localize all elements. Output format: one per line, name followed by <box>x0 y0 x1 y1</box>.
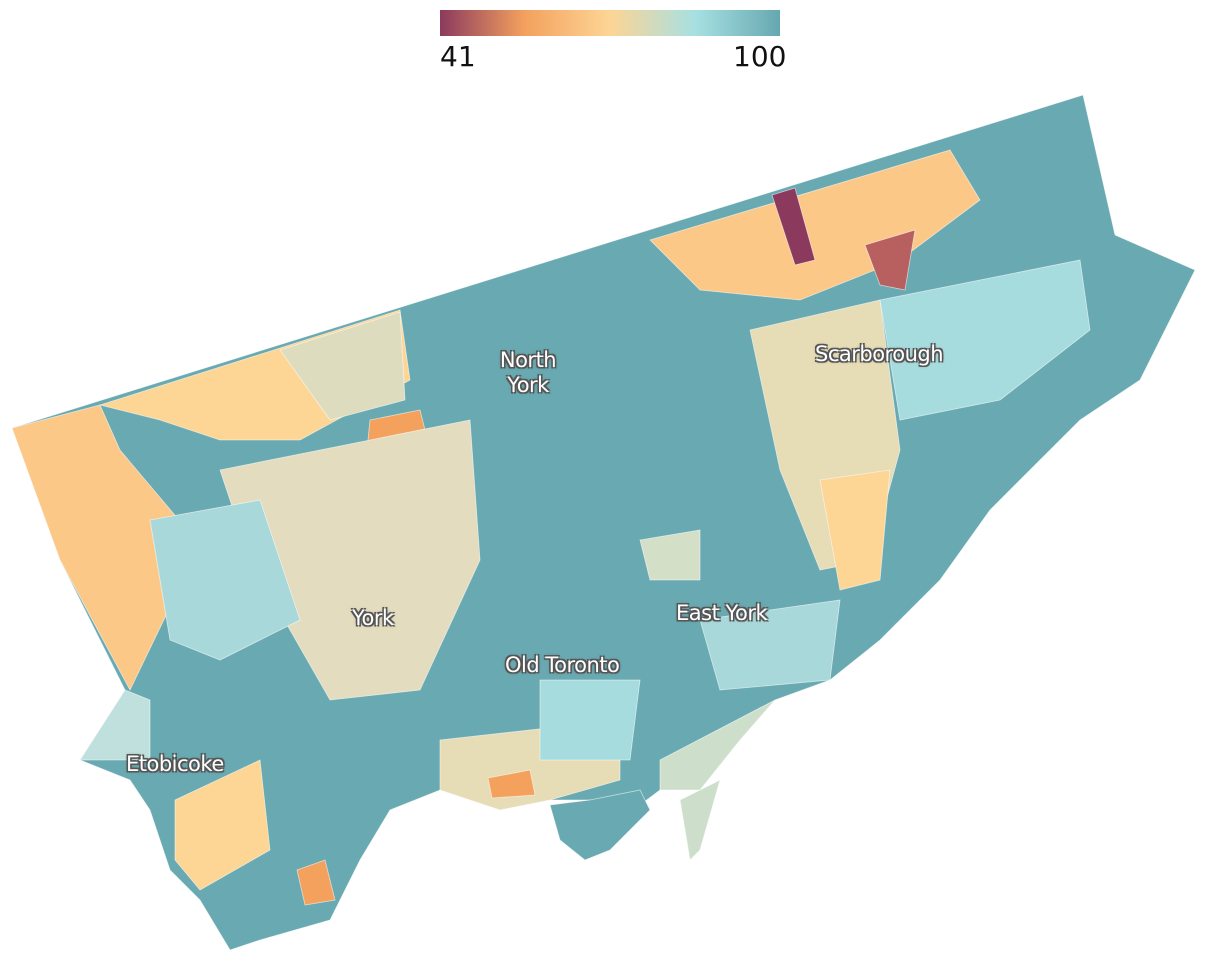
island <box>549 789 651 861</box>
region <box>864 229 916 291</box>
area-label: Etobicoke <box>126 752 224 776</box>
region <box>296 859 336 906</box>
area-label: East York <box>676 601 768 625</box>
legend-max: 100 <box>733 40 787 73</box>
area-label: Scarborough <box>815 342 944 366</box>
region <box>771 187 816 266</box>
region <box>639 529 701 581</box>
area-label: Old Toronto <box>505 653 620 677</box>
area-label: York <box>352 606 394 630</box>
region <box>487 769 536 799</box>
legend-gradient <box>440 10 780 36</box>
legend-min: 41 <box>440 40 476 73</box>
region <box>279 311 406 421</box>
region <box>659 699 776 791</box>
area-label: North York <box>499 348 557 397</box>
region <box>699 599 841 691</box>
region <box>79 689 151 761</box>
region <box>149 499 301 661</box>
region <box>879 259 1091 421</box>
region <box>539 679 641 761</box>
region <box>819 469 891 591</box>
region <box>174 759 271 891</box>
island <box>679 779 721 861</box>
